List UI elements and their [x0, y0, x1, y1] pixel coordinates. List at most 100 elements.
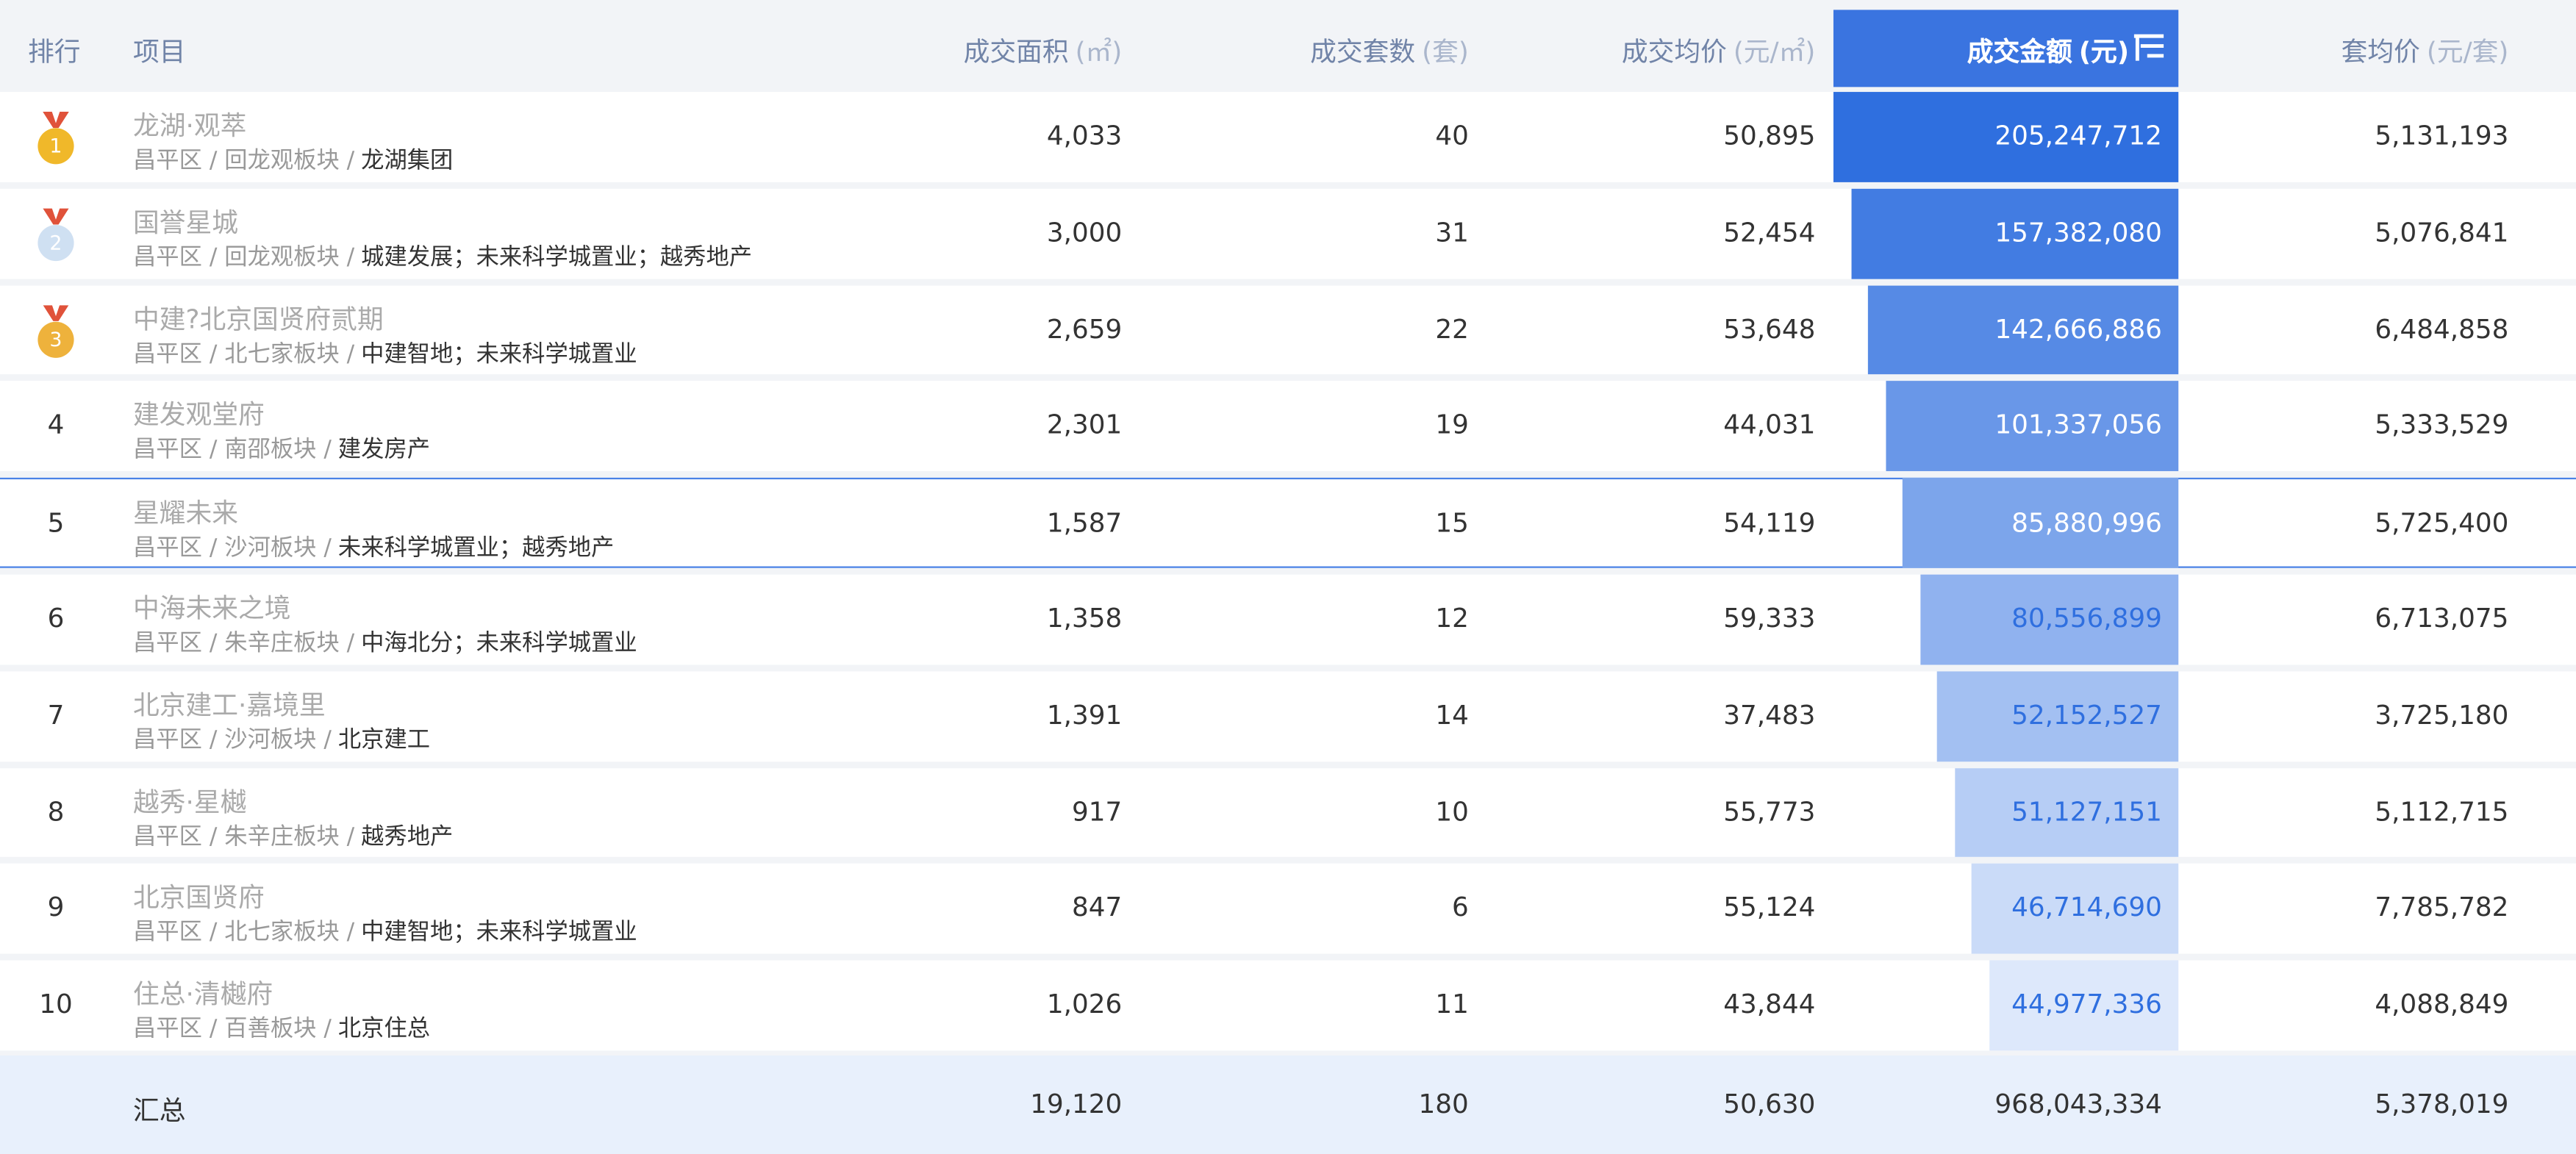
area: 1,026 — [1046, 988, 1123, 1020]
avg_price: 52,454 — [1723, 216, 1816, 248]
location: 昌平区 / 南邵板块 / — [133, 437, 332, 464]
unit_price: 5,112,715 — [2375, 795, 2509, 827]
area: 1,358 — [1046, 602, 1123, 634]
location: 昌平区 / 回龙观板块 / — [133, 147, 355, 174]
table-row[interactable]: 1 龙湖·观萃 昌平区 / 回龙观板块 / 龙湖集团 4,033 40 50,895 5,13… — [0, 92, 2576, 182]
location: 昌平区 / 沙河板块 / — [133, 535, 332, 562]
unit_price: 7,785,782 — [2375, 892, 2509, 923]
header-label: 排行 — [27, 36, 81, 68]
amount: 85,880,996 — [2011, 507, 2162, 539]
header-cell[interactable]: 项目 — [133, 29, 186, 69]
amount: 101,337,056 — [1994, 409, 2162, 441]
header-cell[interactable]: 套均价 (元/套) — [2341, 29, 2509, 69]
project-name: 国誉星城 — [133, 206, 239, 238]
medal-rank: 2 — [37, 224, 74, 261]
total-area: 19,120 — [1030, 1088, 1123, 1120]
table-row[interactable]: 10 住总·清樾府 昌平区 / 百善板块 / 北京住总 1,026 11 43,844 4,0… — [0, 960, 2576, 1051]
avg_price: 55,124 — [1723, 892, 1816, 923]
location: 昌平区 / 回龙观板块 / — [133, 244, 355, 271]
project-sub: 昌平区 / 朱辛庄板块 / 中海北分；未来科学城置业 — [133, 626, 637, 659]
header-label: 成交金额 — [1967, 36, 2072, 68]
project-name: 北京国贤府 — [133, 882, 265, 914]
amount-bar — [1885, 381, 2179, 472]
developer: 中建智地；未来科学城置业 — [361, 340, 637, 368]
project-name: 越秀·星樾 — [133, 785, 247, 817]
header-cell[interactable]: 成交金额 (元) — [1967, 29, 2129, 69]
header-label: 项目 — [133, 36, 186, 68]
unit_price: 3,725,180 — [2375, 698, 2509, 731]
table-row[interactable]: 6 中海未来之境 昌平区 / 朱辛庄板块 / 中海北分；未来科学城置业 1,358 12 5… — [0, 574, 2576, 665]
header-label: 成交均价 — [1621, 36, 1727, 68]
project-name: 中海未来之境 — [133, 592, 291, 624]
area: 1,587 — [1046, 507, 1123, 539]
location: 昌平区 / 沙河板块 / — [133, 726, 332, 753]
amount-bar — [1833, 92, 2179, 182]
header-cell[interactable]: 成交面积 (㎡) — [964, 29, 1123, 69]
developer: 北京建工 — [337, 726, 431, 753]
unit_price: 5,725,400 — [2375, 507, 2509, 539]
table-row[interactable]: 9 北京国贤府 昌平区 / 北七家板块 / 中建智地；未来科学城置业 847 6 55,12… — [0, 864, 2576, 954]
project-sub: 昌平区 / 沙河板块 / 北京建工 — [133, 722, 430, 755]
header-label: 套均价 — [2341, 36, 2420, 68]
avg_price: 59,333 — [1723, 602, 1816, 634]
avg_price: 55,773 — [1723, 795, 1816, 827]
location: 昌平区 / 北七家板块 / — [133, 920, 355, 947]
project-name: 龙湖·观萃 — [133, 110, 247, 142]
table-row[interactable]: 4 建发观堂府 昌平区 / 南邵板块 / 建发房产 2,301 19 44,031 5,333… — [0, 381, 2576, 472]
units: 22 — [1435, 312, 1469, 345]
medal-ribbon — [43, 208, 69, 225]
developer: 中海北分；未来科学城置业 — [361, 630, 637, 657]
header-cell[interactable]: 成交均价 (元/㎡) — [1622, 29, 1815, 69]
table-row[interactable]: 8 越秀·星樾 昌平区 / 朱辛庄板块 / 越秀地产 917 10 55,773 5,112,… — [0, 767, 2576, 858]
units: 12 — [1435, 602, 1469, 634]
amount: 51,127,151 — [2011, 795, 2162, 827]
medal-ribbon — [43, 111, 69, 129]
table-row[interactable]: 3 中建?北京国贤府贰期 昌平区 / 北七家板块 / 中建智地；未来科学城置业 2,65… — [0, 284, 2576, 376]
header-unit: (㎡) — [1075, 36, 1123, 68]
project-sub: 昌平区 / 南邵板块 / 建发房产 — [133, 432, 430, 465]
medal: 1 — [37, 111, 74, 165]
table-row[interactable]: 7 北京建工·嘉境里 昌平区 / 沙河板块 / 北京建工 1,391 14 37,483 3,… — [0, 670, 2576, 761]
medal-rank: 3 — [37, 320, 74, 357]
area: 917 — [1072, 795, 1123, 827]
total-units: 180 — [1418, 1088, 1469, 1120]
table-row[interactable]: 2 国誉星城 昌平区 / 回龙观板块 / 城建发展；未来科学城置业；越秀地产 3,000… — [0, 188, 2576, 279]
avg_price: 43,844 — [1723, 988, 1816, 1020]
project-name: 建发观堂府 — [133, 399, 265, 431]
project-sub: 昌平区 / 回龙观板块 / 城建发展；未来科学城置业；越秀地产 — [133, 240, 752, 273]
area: 4,033 — [1046, 120, 1123, 151]
location: 昌平区 / 北七家板块 / — [133, 340, 355, 368]
avg_price: 37,483 — [1723, 698, 1816, 731]
amount: 46,714,690 — [2011, 892, 2162, 923]
amount: 52,152,527 — [2011, 698, 2162, 731]
project-sub: 昌平区 / 北七家板块 / 中建智地；未来科学城置业 — [133, 336, 637, 369]
unit_price: 5,076,841 — [2375, 216, 2509, 248]
unit_price: 5,131,193 — [2375, 120, 2509, 151]
total-row: 汇总 19,120 180 50,630 968,043,334 5,378,019 — [0, 1056, 2576, 1154]
units: 15 — [1435, 507, 1469, 539]
location: 昌平区 / 百善板块 / — [133, 1016, 332, 1043]
table-row[interactable]: 5 星耀未来 昌平区 / 沙河板块 / 未来科学城置业；越秀地产 1,587 15 54,1… — [0, 478, 2576, 568]
total-label: 汇总 — [133, 1094, 186, 1127]
amount: 44,977,336 — [2011, 988, 2162, 1020]
developer: 中建智地；未来科学城置业 — [361, 920, 637, 947]
amount-bar — [1936, 670, 2179, 761]
units: 11 — [1435, 988, 1469, 1020]
avg_price: 44,031 — [1723, 409, 1816, 441]
units: 40 — [1435, 120, 1469, 151]
location: 昌平区 / 朱辛庄板块 / — [133, 630, 355, 657]
sort-icon[interactable] — [2133, 33, 2166, 62]
developer: 越秀地产 — [361, 823, 454, 850]
area: 1,391 — [1046, 698, 1123, 731]
header-cell[interactable]: 成交套数 (套) — [1310, 29, 1469, 69]
developer: 未来科学城置业；越秀地产 — [337, 535, 615, 562]
amount-bar — [1867, 284, 2179, 376]
header-label: 成交套数 — [1310, 36, 1416, 68]
header-cell[interactable]: 排行 — [28, 29, 81, 69]
rank: 5 — [47, 507, 65, 539]
amount-bar — [1971, 864, 2179, 954]
area: 2,659 — [1046, 312, 1123, 345]
amount-bar — [1989, 960, 2179, 1051]
amount-bar — [1920, 574, 2179, 665]
